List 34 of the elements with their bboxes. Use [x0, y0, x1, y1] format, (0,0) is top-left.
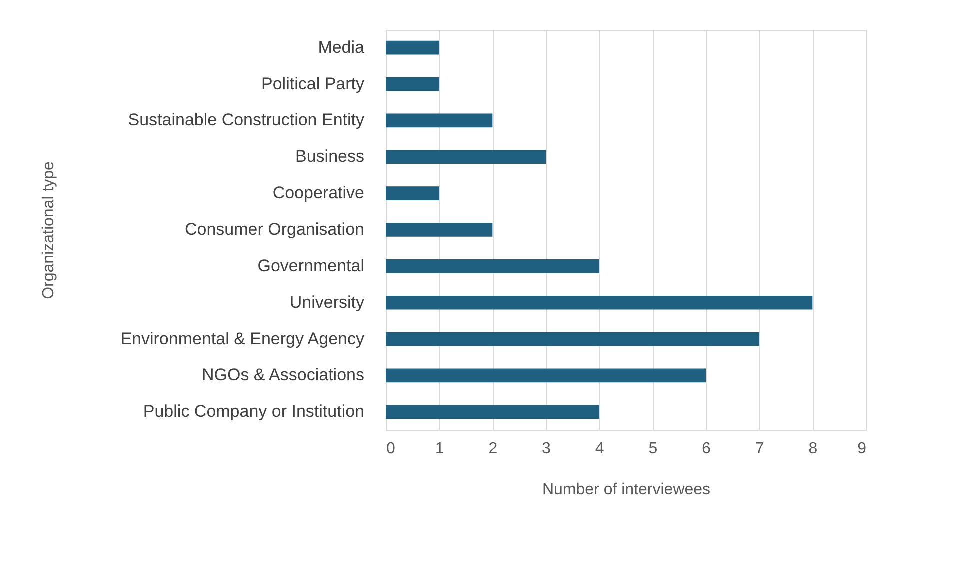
- y-tick-label: Environmental & Energy Agency: [120, 329, 365, 348]
- y-tick-label: Business: [296, 147, 364, 166]
- x-tick-label: 2: [488, 440, 498, 458]
- x-axis-title: Number of interviewees: [542, 482, 711, 498]
- y-tick-label: Governmental: [258, 256, 364, 276]
- x-tick-label: 3: [542, 440, 552, 458]
- x-tick-label: 8: [808, 440, 818, 458]
- y-tick-label: NGOs & Associations: [202, 366, 364, 385]
- bar: [386, 77, 440, 92]
- y-tick-label: University: [290, 292, 365, 312]
- y-tick-label: Media: [318, 38, 366, 57]
- bar: [386, 150, 546, 164]
- bar: [386, 40, 440, 55]
- x-tick-label: 9: [858, 440, 867, 458]
- y-axis-title: Organizational type: [40, 161, 58, 300]
- x-tick-label: 0: [386, 440, 396, 458]
- bar: [386, 332, 760, 346]
- y-tick-label: Consumer Organisation: [184, 220, 364, 239]
- y-tick-label: Cooperative: [272, 184, 364, 203]
- bar: [386, 114, 493, 128]
- bar: [386, 405, 600, 420]
- bar: [386, 260, 600, 274]
- y-tick-label: Sustainable Construction Entity: [128, 110, 365, 130]
- bar: [386, 296, 813, 310]
- x-tick-label: 7: [755, 440, 764, 458]
- y-tick-label: Political Party: [262, 74, 365, 94]
- bar: [386, 186, 440, 200]
- x-tick-label: 1: [435, 440, 444, 458]
- bar: [386, 223, 493, 237]
- x-tick-label: 6: [702, 440, 712, 458]
- x-tick-label: 4: [595, 440, 604, 458]
- y-tick-label: Public Company or Institution: [143, 402, 364, 422]
- x-tick-label: 5: [648, 440, 658, 458]
- bar: [386, 368, 706, 383]
